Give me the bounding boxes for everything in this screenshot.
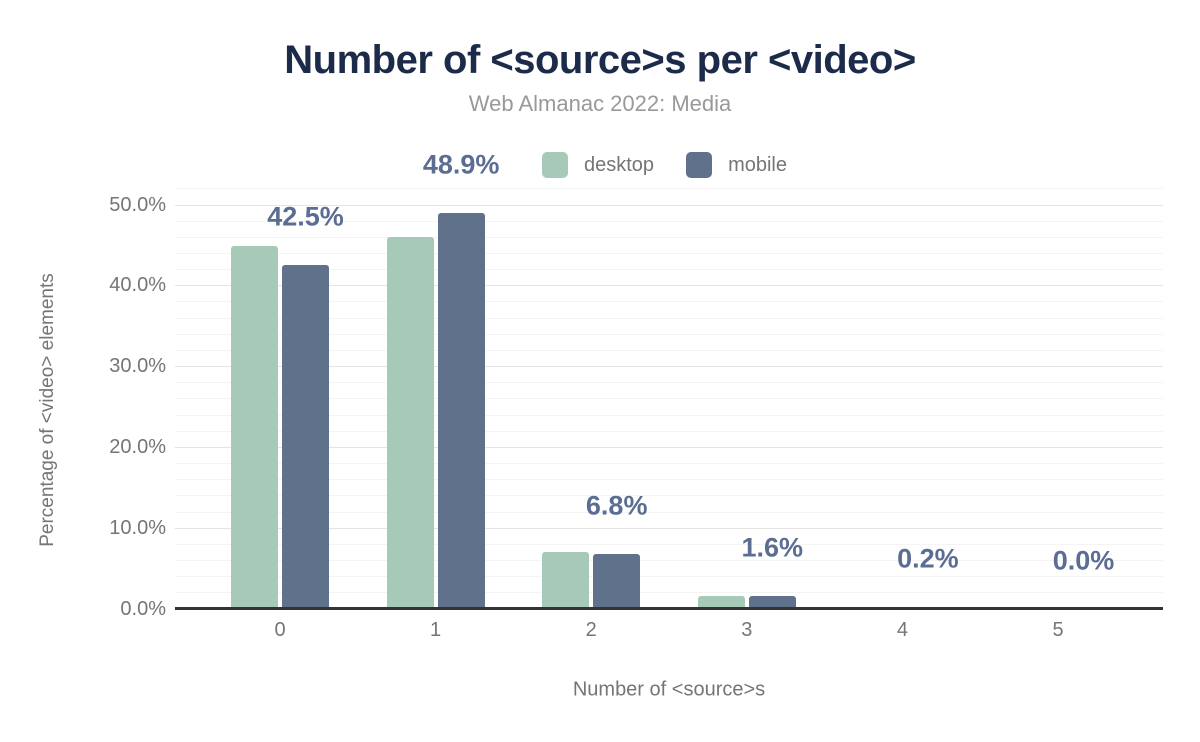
y-tick-label: 0.0% — [120, 597, 166, 620]
x-axis-line — [175, 607, 1163, 610]
major-gridline — [175, 527, 1163, 529]
bar-desktop-3[interactable] — [697, 596, 745, 609]
minor-gridline — [175, 543, 1163, 545]
bar-value-label: 6.8% — [585, 490, 648, 521]
bar-value-label: 42.5% — [267, 201, 344, 232]
x-tick-label: 1 — [430, 619, 442, 641]
minor-gridline — [175, 301, 1163, 303]
minor-gridline — [175, 592, 1163, 594]
major-gridline — [175, 204, 1163, 206]
bar-value-label: 0.2% — [897, 543, 959, 574]
y-tick-label: 50.0% — [109, 193, 166, 216]
minor-gridline — [175, 382, 1163, 384]
x-tick-label: 4 — [896, 619, 908, 641]
minor-gridline — [175, 560, 1163, 562]
minor-gridline — [175, 398, 1163, 400]
bar-desktop-1[interactable] — [386, 236, 434, 609]
legend-item-mobile[interactable]: mobile — [686, 152, 787, 178]
desktop-swatch-icon — [542, 152, 568, 178]
y-tick-label: 20.0% — [109, 435, 166, 458]
minor-gridline — [175, 269, 1163, 271]
x-axis-title: Number of <source>s — [572, 678, 766, 701]
minor-gridline — [175, 495, 1163, 497]
x-tick-label: 3 — [741, 619, 753, 641]
minor-gridline — [175, 576, 1163, 578]
major-gridline — [175, 446, 1163, 448]
mobile-swatch-icon — [686, 152, 713, 178]
legend: desktop mobile — [542, 152, 787, 178]
chart-title: Number of <source>s per <video> — [284, 38, 916, 82]
y-tick-label: 30.0% — [109, 355, 166, 378]
minor-gridline — [175, 220, 1163, 222]
y-tick-label: 40.0% — [109, 274, 166, 297]
major-gridline — [175, 285, 1163, 287]
minor-gridline — [175, 463, 1163, 465]
minor-gridline — [175, 317, 1163, 319]
bar-value-label: 48.9% — [422, 149, 500, 180]
bar-mobile-0[interactable] — [282, 265, 329, 609]
minor-gridline — [175, 349, 1163, 351]
minor-gridline — [175, 333, 1163, 335]
x-tick-label: 0 — [274, 619, 286, 641]
bar-desktop-0[interactable] — [231, 245, 278, 609]
minor-gridline — [175, 236, 1163, 238]
bar-mobile-3[interactable] — [748, 595, 796, 609]
bar-desktop-2[interactable] — [542, 551, 590, 609]
bar-mobile-2[interactable] — [593, 553, 641, 609]
bar-mobile-1[interactable] — [437, 213, 485, 609]
legend-item-desktop[interactable]: desktop — [542, 152, 654, 178]
minor-gridline — [175, 430, 1163, 432]
legend-label-mobile: mobile — [728, 154, 787, 176]
minor-gridline — [175, 479, 1163, 481]
y-tick-label: 10.0% — [109, 516, 166, 539]
chart-subtitle: Web Almanac 2022: Media — [468, 91, 732, 116]
x-tick-label: 5 — [1052, 619, 1064, 641]
minor-gridline — [175, 414, 1163, 416]
bar-value-label: 0.0% — [1052, 545, 1115, 575]
major-gridline — [175, 366, 1163, 368]
minor-gridline — [175, 188, 1163, 190]
bar-value-label: 1.6% — [741, 532, 804, 563]
minor-gridline — [175, 511, 1163, 513]
minor-gridline — [175, 252, 1163, 254]
legend-label-desktop: desktop — [584, 154, 655, 176]
x-tick-label: 2 — [585, 619, 597, 641]
